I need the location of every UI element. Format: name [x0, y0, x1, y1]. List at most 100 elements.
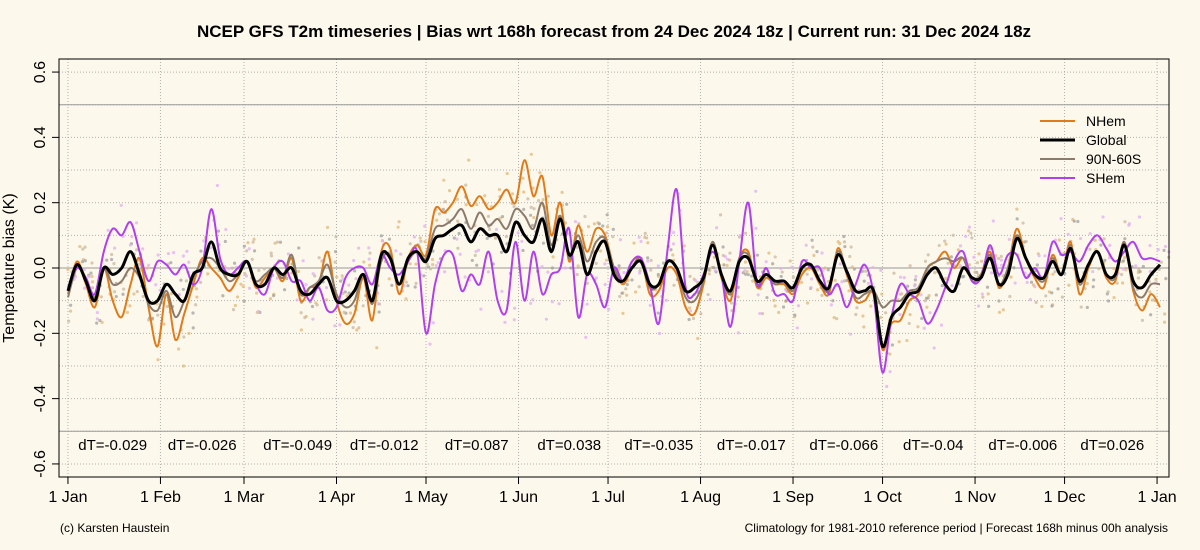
daily-point: [412, 235, 417, 239]
daily-point: [796, 304, 801, 308]
daily-point: [457, 231, 461, 236]
daily-point: [687, 317, 691, 322]
daily-point: [565, 202, 569, 206]
daily-point: [625, 293, 629, 297]
daily-point: [1140, 318, 1145, 322]
daily-point: [245, 249, 249, 253]
daily-point: [423, 240, 427, 244]
daily-point: [997, 310, 1002, 314]
daily-point: [818, 273, 822, 278]
daily-point: [536, 199, 541, 203]
daily-point: [1012, 266, 1016, 270]
daily-point: [951, 233, 955, 237]
daily-point: [1072, 219, 1076, 223]
daily-point: [296, 269, 301, 274]
daily-point: [464, 183, 468, 187]
daily-point: [486, 214, 491, 218]
daily-point: [962, 274, 966, 278]
daily-point: [303, 316, 307, 320]
daily-point: [442, 178, 446, 182]
daily-point: [497, 187, 502, 192]
daily-point: [832, 316, 836, 320]
daily-point: [436, 260, 440, 265]
daily-point: [779, 274, 783, 279]
daily-point: [156, 313, 160, 317]
daily-point: [443, 270, 447, 274]
daily-point: [121, 292, 125, 296]
daily-point: [1134, 264, 1138, 268]
daily-point: [425, 262, 429, 266]
daily-point: [354, 277, 358, 281]
daily-point: [128, 243, 133, 247]
daily-point: [339, 279, 343, 283]
daily-point: [1079, 305, 1083, 309]
daily-point: [541, 241, 546, 245]
daily-point: [940, 283, 944, 288]
monthly-dt-label: dT=-0.04: [903, 437, 963, 454]
daily-point: [177, 293, 181, 297]
daily-point: [187, 260, 191, 264]
daily-point: [621, 311, 625, 315]
daily-point: [355, 328, 359, 332]
daily-point: [637, 285, 641, 289]
daily-point: [575, 272, 579, 277]
daily-point: [964, 234, 968, 238]
daily-point: [500, 289, 504, 293]
daily-point: [607, 307, 611, 311]
monthly-dt-label: dT=-0.017: [717, 437, 786, 454]
daily-point: [156, 253, 160, 257]
daily-point: [913, 278, 917, 282]
daily-point: [916, 325, 920, 329]
daily-point: [352, 258, 356, 263]
daily-point: [1050, 304, 1054, 308]
daily-point: [755, 253, 760, 257]
daily-point: [1148, 243, 1152, 248]
daily-point: [368, 263, 372, 267]
daily-point: [297, 246, 301, 250]
daily-point: [1021, 221, 1025, 225]
daily-point: [1108, 243, 1112, 247]
daily-point: [91, 280, 95, 284]
daily-point: [1149, 313, 1153, 317]
daily-point: [510, 192, 515, 196]
monthly-dt-label: dT=-0.029: [78, 437, 147, 454]
daily-point: [80, 260, 84, 264]
daily-point: [256, 309, 261, 314]
daily-point: [194, 287, 199, 291]
daily-point: [221, 294, 225, 298]
y-tick-label: 0.0: [32, 257, 49, 279]
daily-point: [241, 284, 245, 289]
daily-point: [464, 203, 468, 207]
daily-point: [473, 253, 477, 258]
daily-point: [890, 343, 895, 347]
legend-label: NHem: [1086, 113, 1126, 129]
daily-point: [805, 301, 810, 305]
daily-point: [604, 231, 609, 235]
daily-point: [736, 285, 740, 289]
daily-point: [905, 338, 909, 343]
daily-point: [923, 299, 927, 303]
daily-point: [387, 237, 392, 241]
daily-point: [767, 251, 771, 255]
daily-point: [447, 189, 452, 193]
daily-point: [999, 254, 1003, 258]
daily-point: [69, 303, 73, 307]
daily-point: [700, 267, 704, 271]
daily-point: [999, 258, 1003, 262]
daily-point: [172, 251, 176, 255]
monthly-dt-label: dT=0.087: [445, 437, 509, 454]
daily-point: [247, 247, 251, 251]
daily-point: [455, 197, 459, 201]
daily-point: [532, 215, 536, 220]
daily-point: [793, 313, 797, 317]
daily-point: [1123, 237, 1127, 241]
daily-point: [540, 265, 544, 269]
daily-point: [880, 292, 884, 296]
daily-point: [688, 274, 692, 278]
daily-point: [597, 222, 601, 226]
daily-point: [362, 260, 366, 264]
daily-point: [932, 346, 936, 350]
daily-point: [632, 241, 636, 245]
daily-points: [66, 152, 1171, 389]
daily-point: [110, 252, 114, 257]
